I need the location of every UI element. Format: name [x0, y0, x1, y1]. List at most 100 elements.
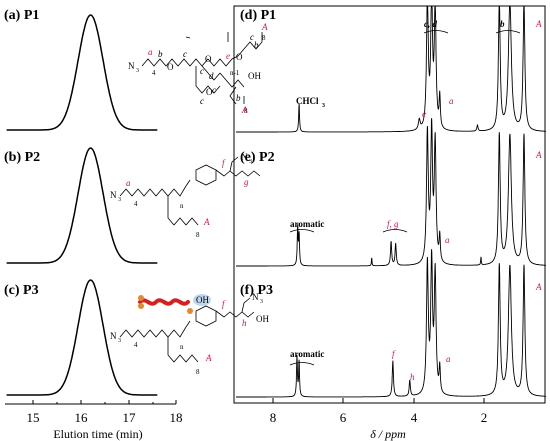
structure-p2-text: N 3 N 3 4 n 8 a f g A — [110, 152, 252, 239]
p1-sub-8a: 8 — [262, 34, 266, 42]
nmr-xlabel: δ / ppm — [370, 427, 406, 441]
nmr-d-label-cd: c, d — [424, 19, 437, 29]
p1-label-c3: c — [212, 85, 216, 95]
nmr-e-label-a: a — [445, 235, 450, 245]
nmr-panel-label-d: (d) P1 — [240, 8, 276, 23]
nmr-f-label-aromatic: aromatic — [290, 349, 324, 359]
nmr-d-solvent-sub: 3 — [322, 103, 325, 109]
structure-p1 — [141, 32, 263, 105]
nmr-d-solvent: CHCl — [296, 96, 319, 106]
p1-azide: N — [128, 61, 135, 71]
p3-label-f: f — [222, 299, 226, 309]
structure-p3-text: N 3 N 3 OH 4 n 8 f h A — [110, 292, 269, 376]
nmr-d-label-b: b — [500, 19, 505, 29]
gpc-tick-17: 17 — [123, 410, 137, 425]
p3-pendant-azide: N — [252, 292, 259, 302]
nmr-tick-label-2: 2 — [481, 410, 488, 425]
p1-sub-n1: n-1 — [230, 69, 240, 77]
p2-pendant-azide: N — [241, 152, 248, 162]
gpc-panel-label-a: (a) P1 — [4, 8, 39, 23]
p1-label-d: d — [209, 71, 214, 81]
p2-label-A: A — [203, 217, 210, 227]
p1-label-a: a — [148, 47, 153, 57]
p1-label-b: b — [158, 49, 163, 59]
p1-label-c5: c — [250, 32, 254, 42]
p1-label-c4: c — [200, 96, 204, 106]
gpc-xlabel: Elution time (min) — [53, 427, 142, 441]
nmr-region-brackets — [289, 30, 521, 366]
nmr-trace-p1 — [236, 6, 546, 133]
nmr-panel-label-e: (e) P2 — [240, 150, 275, 165]
p2-pendant-azide-sub: 3 — [249, 159, 252, 165]
nmr-f-annotations: aromatic f h a A — [290, 282, 542, 382]
gpc-panel-label-b: (b) P2 — [4, 150, 40, 165]
gpc-trace-p3 — [6, 279, 158, 396]
nmr-panel-label-f: (f) P3 — [240, 283, 273, 298]
nmr-d-label-e: e — [422, 109, 426, 119]
p3-label-A: A — [205, 353, 212, 363]
nmr-e-label-A: A — [535, 150, 542, 160]
p1-sub-8b: 8 — [244, 107, 248, 115]
gpc-tick-18: 18 — [170, 410, 183, 425]
p3-label-h: h — [242, 318, 247, 328]
nmr-trace-p3 — [236, 249, 546, 398]
p1-label-c1: c — [183, 49, 187, 59]
nmr-e-label-aromatic: aromatic — [290, 219, 324, 229]
structure-p2 — [119, 156, 261, 226]
gpc-trace-p1 — [6, 14, 158, 131]
p3-sub-4: 4 — [134, 341, 138, 349]
p2-label-g: g — [244, 177, 249, 187]
gpc-panel-label-c: (c) P3 — [4, 283, 39, 298]
p3-hydroxyl: OH — [256, 314, 269, 324]
p3-sub-8: 8 — [196, 368, 200, 376]
p1-oxygen-1: O — [167, 62, 174, 72]
p1-oxygen-4: O — [236, 52, 243, 62]
nmr-e-annotations: aromatic f, g a A — [290, 150, 542, 245]
nmr-tick-label-4: 4 — [411, 410, 418, 425]
nmr-e-label-fg: f, g — [387, 219, 399, 229]
p1-azide-sub: 3 — [136, 68, 139, 74]
gpc-traces — [6, 14, 158, 396]
nmr-axis: 8 6 4 2 δ / ppm — [270, 398, 488, 441]
gpc-axis: 15 16 17 18 Elution time (min) — [5, 400, 183, 441]
p3-azide: N — [110, 331, 117, 341]
p1-label-e: e — [226, 51, 230, 61]
p1-sub-4: 4 — [152, 69, 156, 77]
p1-label-b2: b — [254, 40, 259, 50]
nmr-tick-label-6: 6 — [340, 410, 347, 425]
nmr-f-label-f: f — [392, 349, 396, 359]
nmr-trace-p2 — [236, 118, 546, 267]
nmr-d-annotations: CHCl 3 c, d b e a A — [296, 19, 542, 119]
p1-label-A1: A — [261, 22, 268, 32]
structure-p1-text: N 3 O O O O OH 4 n-1 8 8 a A A e b c c d… — [128, 22, 268, 115]
p1-label-A2: A — [241, 105, 248, 115]
gpc-tick-16: 16 — [75, 410, 89, 425]
gpc-trace-p2 — [6, 147, 158, 264]
p1-label-c2: c — [200, 66, 204, 76]
nmr-spectra — [236, 6, 546, 398]
p2-label-f: f — [222, 158, 226, 168]
p2-sub-8: 8 — [196, 231, 200, 239]
p1-oxygen-3: O — [206, 87, 213, 97]
structure-p3 — [119, 297, 255, 363]
p3-sub-n: n — [180, 343, 184, 351]
p1-hydroxyl: OH — [248, 71, 261, 81]
gpc-tick-15: 15 — [27, 410, 40, 425]
p2-label-a: a — [126, 178, 131, 188]
p3-cartoon-oh: OH — [196, 295, 209, 305]
p2-azide: N — [110, 190, 117, 200]
nmr-d-label-A: A — [535, 19, 542, 29]
nmr-d-label-a: a — [449, 96, 454, 106]
nmr-f-label-h: h — [410, 372, 415, 382]
p3-pendant-azide-sub: 3 — [260, 299, 263, 305]
nmr-f-label-a: a — [446, 354, 451, 364]
nmr-frame — [233, 5, 546, 404]
p2-sub-n: n — [180, 202, 184, 210]
nmr-f-label-A: A — [535, 282, 542, 292]
structure-p3-cartoon: OH — [138, 294, 211, 314]
p1-oxygen-2: O — [205, 54, 212, 64]
p3-azide-sub: 3 — [118, 338, 121, 344]
p2-azide-sub: 3 — [118, 197, 121, 203]
p1-label-b3: b — [236, 93, 241, 103]
